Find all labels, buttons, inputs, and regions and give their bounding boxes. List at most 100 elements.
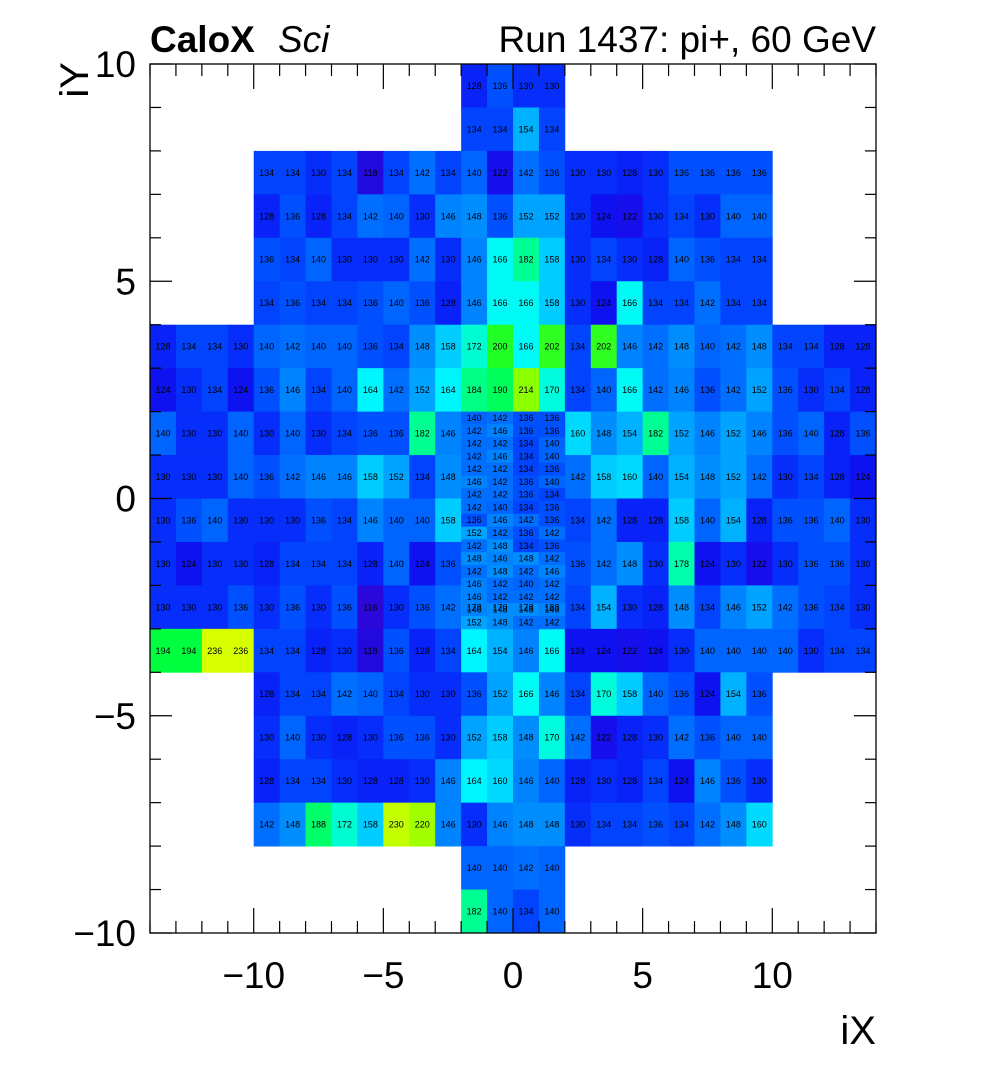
cell-value-label: 140 — [804, 429, 819, 439]
heatmap-cell — [305, 715, 332, 760]
cell-value-label: 170 — [596, 689, 611, 699]
heatmap-cell — [175, 628, 203, 673]
fine-cell-value-label: 148 — [518, 605, 533, 615]
heatmap-cell — [668, 150, 695, 195]
cell-value-label: 130 — [648, 559, 663, 569]
heatmap-cell — [253, 324, 281, 369]
fine-cell-value-label: 142 — [518, 592, 533, 602]
heatmap-cell — [487, 194, 514, 239]
cell-value-label: 130 — [259, 515, 274, 525]
cell-value-label: 142 — [441, 602, 456, 612]
heatmap-cell — [227, 455, 255, 499]
heatmap-cell — [305, 628, 332, 673]
x-tick-label: 10 — [752, 955, 793, 996]
cell-value-label: 128 — [259, 211, 274, 221]
cell-value-label: 136 — [726, 168, 741, 178]
heatmap-cell — [201, 541, 229, 586]
cell-value-label: 140 — [311, 255, 326, 265]
heatmap-cell — [720, 541, 747, 586]
heatmap-fine-cell — [538, 462, 566, 476]
cell-value-label: 140 — [493, 906, 508, 916]
heatmap-fine-cell — [538, 552, 566, 566]
heatmap-cell — [253, 150, 281, 195]
heatmap-cell — [538, 237, 566, 282]
cell-value-label: 130 — [570, 298, 585, 308]
cell-value-label: 134 — [311, 689, 326, 699]
cell-value-label: 134 — [674, 211, 689, 221]
cell-value-label: 142 — [596, 559, 611, 569]
heatmap-fine-cell — [487, 437, 514, 451]
cell-value-label: 152 — [726, 429, 741, 439]
heatmap-cell — [513, 150, 540, 195]
heatmap-cell — [746, 541, 773, 586]
heatmap-fine-cell — [513, 424, 540, 438]
cell-value-label: 136 — [259, 472, 274, 482]
cell-value-label: 140 — [233, 429, 248, 439]
heatmap-cell — [331, 628, 358, 673]
heatmap-cell — [435, 194, 462, 239]
heatmap-fine-cell — [487, 564, 514, 579]
heatmap-cell — [798, 628, 825, 673]
cell-value-label: 134 — [856, 646, 871, 656]
cell-value-label: 134 — [337, 211, 352, 221]
heatmap-cell — [590, 498, 618, 543]
fine-cell-value-label: 148 — [493, 617, 508, 627]
heatmap-cell — [201, 628, 229, 673]
heatmap-cell — [642, 150, 669, 195]
heatmap-cell — [616, 802, 644, 847]
heatmap-cell — [590, 194, 618, 239]
cell-value-label: 134 — [311, 776, 326, 786]
heatmap-cell — [435, 802, 462, 847]
heatmap-fine-cell — [538, 424, 566, 438]
cell-value-label: 128 — [389, 776, 404, 786]
cell-value-label: 136 — [648, 820, 663, 830]
heatmap-cell — [720, 281, 747, 326]
cell-value-label: 130 — [441, 689, 456, 699]
heatmap-cell — [720, 672, 747, 717]
cell-value-label: 134 — [259, 646, 274, 656]
heatmap-cell — [383, 759, 410, 804]
heatmap-cell — [305, 759, 332, 804]
heatmap-cell — [383, 715, 410, 760]
heatmap-cell — [772, 368, 799, 412]
cell-value-label: 236 — [207, 646, 222, 656]
heatmap-cell — [227, 541, 255, 586]
fine-cell-value-label: 140 — [518, 579, 533, 589]
heatmap-cell — [642, 281, 669, 326]
heatmap-cell — [487, 324, 514, 369]
cell-value-label: 130 — [155, 472, 170, 482]
cell-value-label: 134 — [726, 255, 741, 265]
cell-value-label: 140 — [285, 429, 300, 439]
heatmap-fine-cell — [538, 475, 566, 489]
cell-value-label: 134 — [648, 776, 663, 786]
heatmap-cell — [616, 455, 644, 499]
heatmap-cell — [616, 672, 644, 717]
heatmap-cell — [850, 585, 877, 630]
cell-value-label: 134 — [493, 124, 508, 134]
cell-value-label: 148 — [674, 342, 689, 352]
heatmap-cell — [461, 802, 488, 847]
heatmap-cell — [590, 541, 618, 586]
cell-value-label: 178 — [467, 602, 482, 612]
cell-value-label: 158 — [441, 342, 456, 352]
heatmap-cell — [227, 585, 255, 630]
fine-cell-value-label: 142 — [544, 554, 559, 564]
heatmap-cell — [409, 411, 436, 456]
heatmap-fine-cell — [461, 590, 488, 604]
cell-value-label: 230 — [389, 820, 404, 830]
heatmap-cell — [538, 846, 566, 890]
cell-value-label: 146 — [363, 515, 378, 525]
heatmap-cell — [850, 324, 877, 369]
heatmap-cell — [331, 411, 358, 456]
heatmap-cell — [564, 585, 592, 630]
heatmap-cell — [279, 498, 306, 543]
cell-value-label: 134 — [570, 515, 585, 525]
heatmap-cell — [538, 281, 566, 326]
cell-value-label: 134 — [311, 559, 326, 569]
fine-cell-value-label: 136 — [518, 490, 533, 500]
heatmap-cell — [435, 237, 462, 282]
cell-value-label: 140 — [389, 298, 404, 308]
heatmap-cell — [616, 281, 644, 326]
fine-cell-value-label: 136 — [544, 464, 559, 474]
heatmap-fine-cell — [538, 616, 566, 630]
